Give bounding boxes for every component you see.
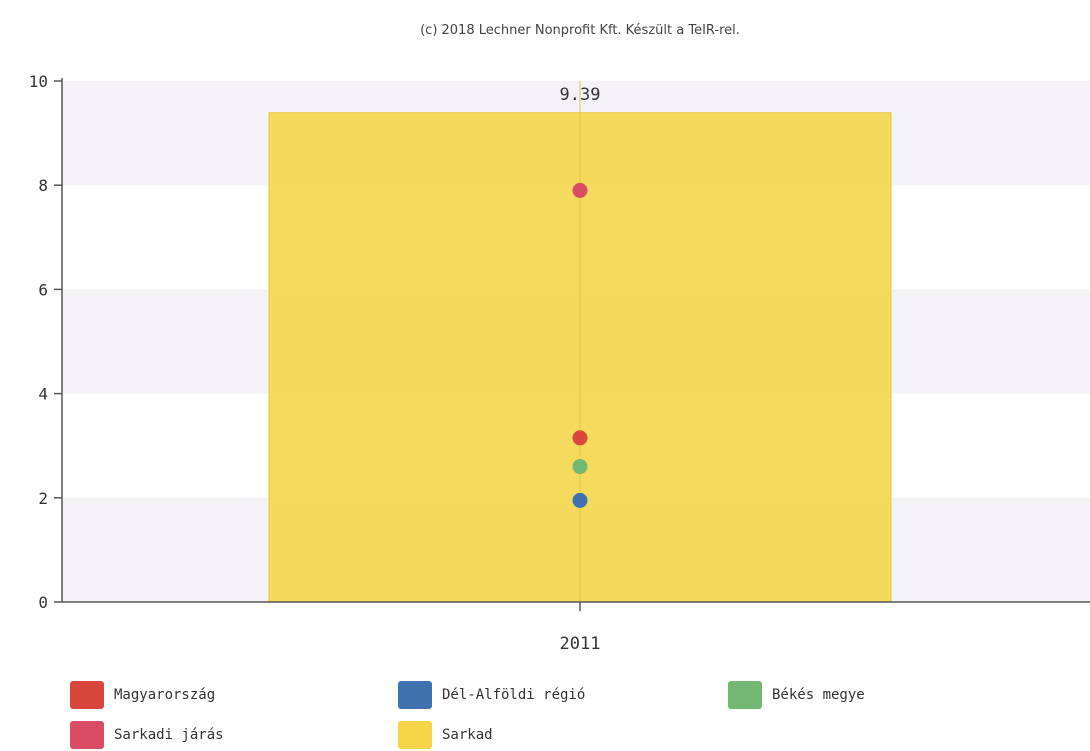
axes: 0 2 4 6 8 10 2011 bbox=[29, 72, 1090, 654]
credit-text: (c) 2018 Lechner Nonprofit Kft. Készült … bbox=[420, 23, 740, 38]
y-tick-label: 4 bbox=[38, 385, 48, 404]
legend-swatch bbox=[398, 721, 432, 749]
legend-item[interactable]: Magyarország bbox=[70, 680, 215, 710]
y-tick-label: 6 bbox=[38, 280, 48, 299]
bar-data-label: 9.39 bbox=[560, 85, 601, 105]
point-magyarország[interactable] bbox=[572, 430, 588, 446]
legend-item[interactable]: Sarkad bbox=[398, 720, 493, 750]
legend-item[interactable]: Békés megye bbox=[728, 680, 865, 710]
legend-label: Békés megye bbox=[772, 687, 865, 703]
x-tick-label: 2011 bbox=[560, 634, 601, 654]
legend-swatch bbox=[398, 681, 432, 709]
point-békés-megye[interactable] bbox=[572, 459, 588, 475]
legend-label: Sarkadi járás bbox=[114, 727, 224, 743]
point-dél-alföldi-régió[interactable] bbox=[572, 492, 588, 508]
legend-item[interactable]: Dél-Alföldi régió bbox=[398, 680, 585, 710]
y-tick-label: 10 bbox=[29, 72, 48, 91]
labels: 9.39 bbox=[560, 85, 601, 105]
legend: Magyarország Dél-Alföldi régió Békés megye… bbox=[70, 678, 1070, 750]
legend-swatch bbox=[728, 681, 762, 709]
y-tick-label: 2 bbox=[38, 489, 48, 508]
legend-swatch bbox=[70, 681, 104, 709]
legend-label: Magyarország bbox=[114, 687, 216, 703]
bars bbox=[268, 81, 892, 603]
legend-item[interactable]: Sarkadi járás bbox=[70, 720, 224, 750]
y-tick-label: 8 bbox=[38, 176, 48, 195]
point-sarkadi-járás[interactable] bbox=[572, 182, 588, 198]
legend-swatch bbox=[70, 721, 104, 749]
legend-label: Sarkad bbox=[442, 727, 493, 743]
points bbox=[572, 182, 588, 508]
legend-label: Dél-Alföldi régió bbox=[442, 687, 586, 703]
y-tick-label: 0 bbox=[38, 593, 48, 612]
